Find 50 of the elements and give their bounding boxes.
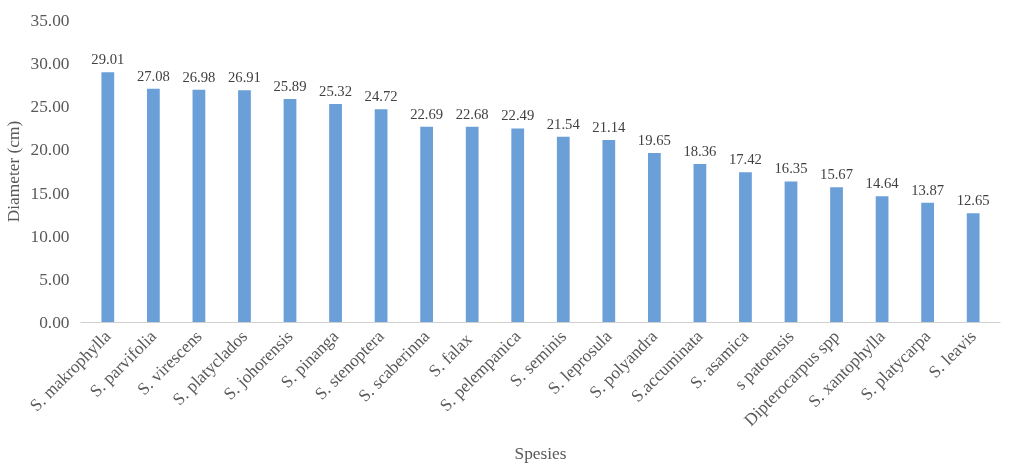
data-label: 17.42 xyxy=(728,151,762,168)
data-label: 26.91 xyxy=(227,69,261,86)
data-label: 13.87 xyxy=(911,181,945,198)
bar xyxy=(511,128,525,323)
data-label: 22.69 xyxy=(410,105,444,122)
y-tick-label: 25.00 xyxy=(30,97,70,117)
bar xyxy=(966,213,980,323)
bar xyxy=(830,187,843,323)
bar xyxy=(875,196,889,323)
x-axis-title: Spesies xyxy=(514,444,567,464)
data-label: 27.08 xyxy=(136,67,170,84)
data-label: 29.01 xyxy=(91,51,125,68)
data-label: 25.89 xyxy=(273,78,307,95)
y-axis-title: Diameter (cm) xyxy=(3,120,23,223)
y-tick-label: 30.00 xyxy=(30,54,70,74)
bar xyxy=(420,126,434,323)
data-label: 24.72 xyxy=(364,88,398,105)
bar xyxy=(693,164,707,323)
data-label: 15.67 xyxy=(820,166,854,183)
bar xyxy=(238,90,251,323)
bar xyxy=(465,126,479,323)
bar xyxy=(192,89,206,323)
data-label: 26.98 xyxy=(182,68,216,85)
bar xyxy=(556,136,570,323)
bar xyxy=(374,109,388,323)
data-label: 12.65 xyxy=(956,192,990,209)
bar xyxy=(921,202,934,323)
y-tick-label: 35.00 xyxy=(30,11,70,30)
data-label: 14.64 xyxy=(865,175,900,192)
data-label: 16.35 xyxy=(774,160,808,177)
bar xyxy=(602,140,616,323)
y-tick-label: 0.00 xyxy=(39,313,70,332)
bar xyxy=(739,172,752,323)
data-label: 22.49 xyxy=(501,107,535,124)
data-label: 22.68 xyxy=(455,105,489,122)
bar xyxy=(147,88,160,323)
data-label: 25.32 xyxy=(319,83,353,100)
bar xyxy=(647,152,661,323)
y-tick-label: 5.00 xyxy=(39,269,70,289)
bar xyxy=(283,99,297,323)
y-tick-label: 10.00 xyxy=(30,226,70,246)
bar xyxy=(101,72,115,323)
bar xyxy=(329,104,342,323)
data-label: 18.36 xyxy=(683,143,717,160)
y-tick-label: 15.00 xyxy=(30,183,70,203)
data-label: 21.54 xyxy=(546,115,581,132)
data-label: 21.14 xyxy=(592,119,626,136)
bar xyxy=(784,181,798,323)
data-label: 19.65 xyxy=(637,131,671,148)
y-tick-label: 20.00 xyxy=(30,140,70,160)
